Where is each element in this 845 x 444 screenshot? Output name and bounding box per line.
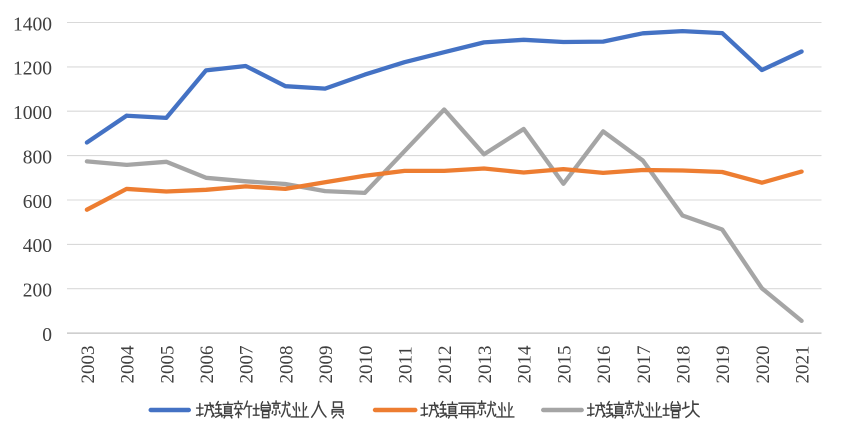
svg-text:400: 400 xyxy=(23,236,52,257)
svg-text:2011: 2011 xyxy=(396,346,417,383)
svg-text:2007: 2007 xyxy=(237,346,258,384)
svg-text:2009: 2009 xyxy=(316,346,337,384)
svg-text:2012: 2012 xyxy=(435,346,456,384)
svg-text:1200: 1200 xyxy=(13,59,52,80)
svg-text:2008: 2008 xyxy=(276,346,297,384)
svg-text:2003: 2003 xyxy=(78,346,99,384)
svg-text:2010: 2010 xyxy=(356,346,377,384)
svg-text:1400: 1400 xyxy=(13,14,52,35)
svg-text:2006: 2006 xyxy=(197,346,218,384)
svg-text:2019: 2019 xyxy=(713,346,734,384)
svg-text:2015: 2015 xyxy=(554,346,575,384)
svg-text:2018: 2018 xyxy=(674,346,695,384)
svg-text:2016: 2016 xyxy=(594,346,615,384)
svg-text:2014: 2014 xyxy=(515,345,536,384)
svg-text:2021: 2021 xyxy=(793,346,814,384)
svg-text:2017: 2017 xyxy=(634,346,655,384)
svg-text:2004: 2004 xyxy=(118,345,139,384)
svg-text:800: 800 xyxy=(23,147,52,168)
svg-text:600: 600 xyxy=(23,192,52,213)
svg-text:200: 200 xyxy=(23,281,52,302)
svg-text:1000: 1000 xyxy=(13,103,52,124)
svg-text:0: 0 xyxy=(42,325,52,346)
svg-text:2013: 2013 xyxy=(475,346,496,384)
svg-text:2020: 2020 xyxy=(753,346,774,384)
svg-text:2005: 2005 xyxy=(157,346,178,384)
